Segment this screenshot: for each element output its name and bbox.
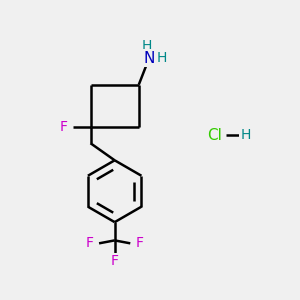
Text: N: N [143,51,155,66]
Text: H: H [241,128,251,142]
Text: F: F [85,236,94,250]
Text: F: F [60,120,68,134]
Text: H: H [142,39,152,53]
Text: F: F [111,254,119,268]
Text: H: H [156,51,167,65]
Text: F: F [136,236,144,250]
Text: Cl: Cl [207,128,222,143]
